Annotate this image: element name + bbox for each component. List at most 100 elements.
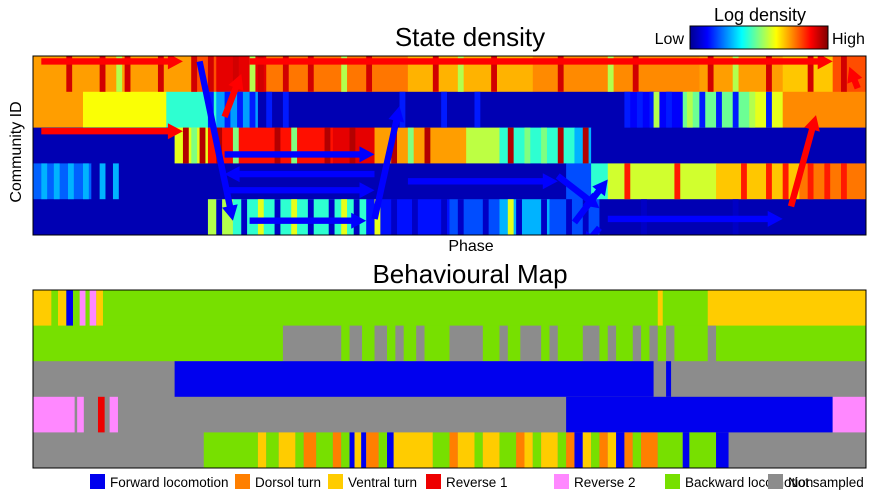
legend-item-forward: Forward locomotion bbox=[90, 474, 229, 490]
density-plot-frame bbox=[32, 55, 867, 236]
density-stripe-row-1 bbox=[282, 56, 289, 92]
density-stripe-row-2 bbox=[636, 91, 643, 128]
density-stripe-row-4 bbox=[82, 163, 89, 200]
behaviour-cell-backward bbox=[203, 432, 258, 469]
density-stripe-row-5 bbox=[307, 199, 314, 235]
behaviour-cell-ventral bbox=[393, 432, 433, 469]
density-stripe-row-3 bbox=[274, 127, 281, 164]
behaviour-cell-dorsal bbox=[449, 432, 458, 469]
transition-arrow-blue bbox=[607, 210, 783, 227]
behaviour-cell-forward bbox=[616, 432, 625, 469]
behaviour-cell-not_sampled bbox=[666, 325, 675, 362]
density-stripe-row-1 bbox=[632, 56, 639, 92]
density-stripe-row-5 bbox=[412, 199, 418, 235]
density-heatmap bbox=[33, 56, 867, 236]
behaviour-cell-ventral bbox=[354, 432, 362, 469]
behaviour-cell-dorsal bbox=[366, 432, 379, 469]
density-stripe-row-5 bbox=[216, 199, 223, 235]
transition-arrow-blue bbox=[249, 212, 367, 229]
behaviour-cell-reverse2 bbox=[89, 290, 97, 327]
density-stripe-row-5 bbox=[241, 199, 248, 235]
transition-arrow-red bbox=[249, 56, 833, 70]
density-stripe-row-5 bbox=[516, 199, 522, 235]
density-stripe-row-2 bbox=[266, 91, 273, 128]
density-stripe-row-2 bbox=[666, 91, 672, 128]
density-title: State density bbox=[395, 22, 545, 52]
density-stripe-row-3 bbox=[557, 127, 564, 164]
legend-swatch-not_sampled bbox=[768, 474, 783, 489]
behaviour-cell-ventral bbox=[582, 432, 592, 469]
behaviour-cell-backward bbox=[341, 432, 350, 469]
density-stripe-row-3 bbox=[541, 127, 547, 164]
behaviour-cell-not_sampled bbox=[707, 325, 717, 362]
legend-swatch-forward bbox=[90, 474, 105, 489]
density-stripe-row-1 bbox=[766, 56, 772, 92]
behaviour-cell-dorsal bbox=[624, 432, 633, 469]
density-stripe-row-2 bbox=[686, 91, 693, 128]
behaviour-cell-forward bbox=[66, 290, 73, 327]
density-stripe-row-3 bbox=[232, 127, 239, 164]
density-stripe-row-3 bbox=[507, 127, 514, 164]
legend-swatch-backward bbox=[665, 474, 680, 489]
behaviour-cell-dorsal bbox=[599, 432, 608, 469]
density-stripe-row-1 bbox=[707, 56, 714, 92]
behaviour-cell-reverse2 bbox=[33, 396, 75, 433]
legend-label-not_sampled: Not sampled bbox=[788, 475, 864, 490]
behaviour-cell-not_sampled bbox=[449, 325, 483, 362]
legend-item-reverse2: Reverse 2 bbox=[554, 474, 636, 490]
behaviour-cell-ventral bbox=[96, 290, 103, 327]
density-stripe-row-4 bbox=[624, 163, 631, 200]
behaviour-cell-ventral bbox=[457, 432, 475, 469]
transition-arrow-red bbox=[41, 123, 183, 140]
behaviour-cell-backward bbox=[295, 432, 304, 469]
density-stripe-row-1 bbox=[249, 56, 256, 92]
density-stripe-row-3 bbox=[582, 127, 589, 164]
density-stripe-row-5 bbox=[482, 199, 489, 235]
behaviour-cell-not_sampled bbox=[349, 325, 363, 362]
behaviour-cell-dorsal bbox=[303, 432, 317, 469]
transition-arrow-blue bbox=[585, 225, 602, 235]
density-stripe-row-5 bbox=[507, 199, 514, 235]
behaviour-cell-not_sampled bbox=[632, 325, 642, 362]
behaviour-cell-forward bbox=[716, 432, 729, 469]
behaviour-cell-ventral bbox=[57, 290, 67, 327]
density-stripe-row-4 bbox=[112, 163, 119, 200]
density-stripe-row-4 bbox=[782, 163, 789, 200]
legend-swatch-reverse1 bbox=[426, 474, 441, 489]
density-stripe-row-5 bbox=[457, 199, 464, 235]
density-stripe-row-1 bbox=[257, 56, 264, 92]
density-stripe-row-2 bbox=[649, 91, 656, 128]
behaviour-cell-not_sampled bbox=[416, 325, 425, 362]
behaviour-cell-backward bbox=[532, 432, 542, 469]
legend-label-ventral: Ventral turn bbox=[348, 475, 417, 490]
behaviour-cell-forward bbox=[574, 432, 583, 469]
behaviour-cell-not_sampled bbox=[607, 325, 617, 362]
density-stripe-row-4 bbox=[674, 163, 681, 200]
transition-arrow-red bbox=[787, 115, 820, 208]
behaviour-cell-forward bbox=[566, 396, 833, 433]
density-stripe-row-1 bbox=[99, 56, 106, 92]
density-stripe-row-1 bbox=[191, 56, 198, 92]
density-stripe-row-1 bbox=[607, 56, 614, 92]
behaviour-cell-not_sampled bbox=[649, 325, 658, 362]
density-stripe-row-4 bbox=[807, 163, 814, 200]
behaviour-cell-reverse2 bbox=[109, 396, 118, 433]
behaviour-cell-backward bbox=[632, 432, 642, 469]
behaviour-cell-backward bbox=[432, 432, 450, 469]
transition-arrow-blue bbox=[407, 173, 558, 190]
behaviour-cell-reverse2 bbox=[79, 290, 86, 327]
behaviour-cell-forward bbox=[666, 361, 672, 398]
legend-label-forward: Forward locomotion bbox=[110, 475, 229, 490]
behaviour-cell-not_sampled bbox=[520, 325, 542, 362]
colorbar bbox=[689, 25, 829, 50]
density-stripe-row-3 bbox=[291, 127, 298, 164]
density-stripe-row-3 bbox=[349, 127, 356, 164]
density-stripe-row-1 bbox=[841, 56, 847, 92]
behaviour-cell-ventral bbox=[707, 290, 866, 327]
density-stripe-row-5 bbox=[257, 199, 264, 235]
density-y-axis-label: Community ID bbox=[8, 101, 25, 202]
density-stripe-row-4 bbox=[41, 163, 48, 200]
density-cell-row-3 bbox=[466, 127, 500, 164]
behaviour-cell-backward bbox=[378, 432, 388, 469]
density-stripe-row-1 bbox=[66, 56, 73, 92]
